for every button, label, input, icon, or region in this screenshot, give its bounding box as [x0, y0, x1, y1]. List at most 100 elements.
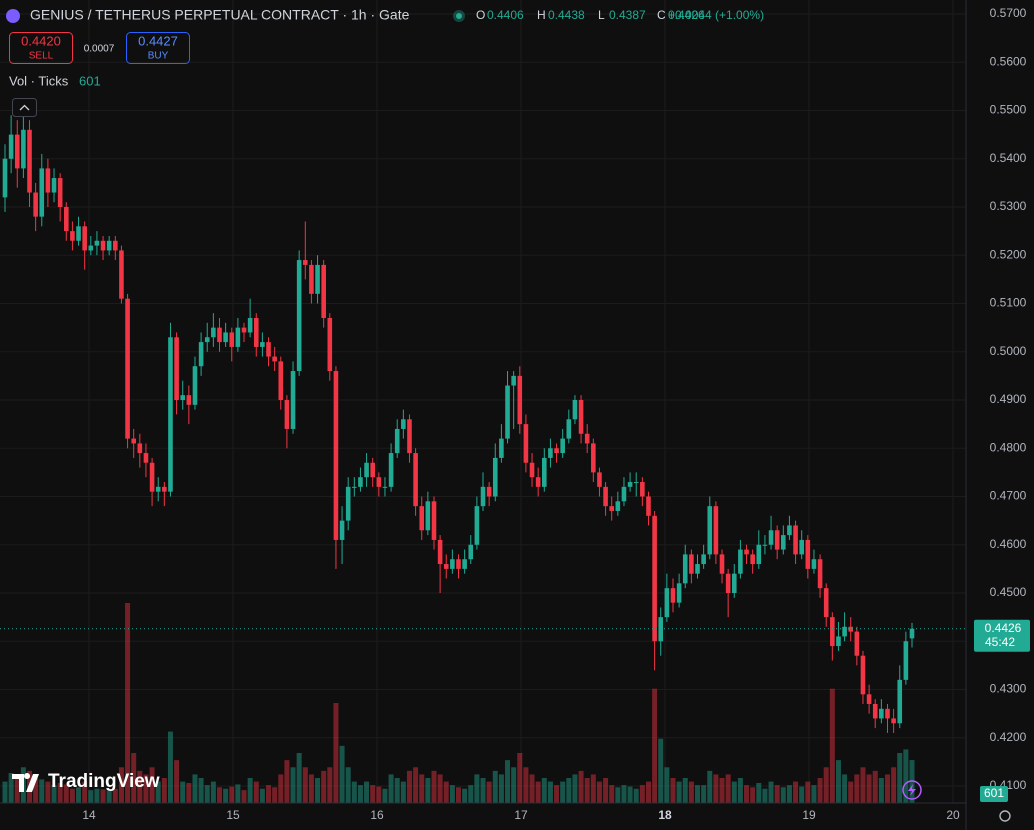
candle-body	[162, 486, 167, 492]
collapse-button[interactable]	[12, 98, 37, 117]
candle-body	[572, 400, 578, 420]
volume-bar	[584, 778, 590, 803]
countdown: 45:42	[985, 635, 1015, 649]
volume-bar	[149, 767, 155, 803]
candle-body	[333, 371, 339, 540]
volume-bar	[321, 770, 327, 803]
volume-bar	[370, 785, 376, 803]
candle-body	[302, 260, 308, 265]
candle-body	[204, 337, 210, 343]
y-tick-label: 0.4700	[990, 489, 1027, 503]
volume-bar	[284, 760, 290, 803]
lightning-button[interactable]	[902, 780, 922, 800]
volume-label: Vol · Ticks	[9, 73, 69, 88]
price-label: 0.4426	[985, 621, 1022, 635]
volume-bar	[106, 790, 112, 803]
x-tick-label: 18	[658, 808, 672, 822]
ohlc-value: 0.4406	[487, 8, 524, 22]
volume-bar	[725, 774, 731, 803]
candle-body	[578, 400, 584, 434]
volume-bar	[590, 774, 596, 803]
candle-body	[88, 245, 94, 251]
candle-body	[689, 554, 694, 574]
candle-body	[744, 549, 749, 555]
volume-bar	[266, 785, 272, 803]
volume-label-box	[980, 786, 1008, 802]
volume-bar	[437, 774, 443, 803]
volume-bar	[315, 778, 321, 803]
volume-bar	[462, 788, 468, 803]
volume-bar	[253, 781, 259, 803]
volume-bar	[155, 781, 161, 803]
x-tick-label: 16	[370, 808, 384, 822]
buy-button[interactable]	[126, 32, 190, 64]
y-tick-label: 0.4200	[990, 730, 1027, 744]
candle-body	[27, 129, 32, 193]
volume-bar	[707, 770, 713, 803]
candle-body	[272, 356, 277, 362]
volume-bar	[198, 778, 204, 803]
candle-body	[419, 506, 425, 531]
volume-bar	[492, 770, 498, 803]
volume-bar	[302, 767, 308, 803]
symbol-icon	[6, 9, 20, 23]
candle-body	[511, 375, 516, 386]
y-tick-label: 0.5700	[990, 6, 1027, 20]
candle-body	[707, 506, 713, 555]
candle-body	[425, 501, 431, 531]
candle-body	[119, 250, 124, 299]
candle-body	[155, 486, 161, 492]
candle-body	[51, 178, 57, 193]
sell-price: 0.4420	[21, 33, 61, 48]
ohlc-label: H	[537, 8, 546, 22]
candle-body	[646, 496, 651, 516]
candle-body	[897, 679, 903, 724]
candle-body	[174, 337, 179, 400]
volume-bar	[204, 785, 210, 803]
volume-bar	[308, 774, 314, 803]
candle-body	[609, 506, 615, 511]
volume-bar	[817, 778, 823, 803]
candle-body	[382, 486, 388, 488]
candle-body	[523, 424, 529, 463]
volume-bar	[39, 779, 45, 803]
volume-bar	[345, 767, 351, 803]
volume-bar	[713, 774, 719, 803]
candle-body	[781, 535, 786, 550]
volume-bar	[511, 767, 517, 803]
volume-bar	[566, 778, 572, 803]
candle-body	[584, 433, 590, 444]
settings-button[interactable]	[999, 810, 1011, 822]
volume-bar	[529, 774, 535, 803]
candle-body	[211, 327, 216, 338]
candle-body	[217, 327, 222, 343]
candle-body	[499, 438, 504, 458]
candle-body	[364, 462, 369, 478]
y-tick-label: 0.5500	[990, 103, 1027, 117]
volume-bar	[88, 790, 94, 803]
candle-body	[597, 472, 602, 487]
candle-body	[413, 453, 418, 507]
volume-bar	[8, 773, 14, 803]
candle-body	[149, 462, 155, 492]
lightning-icon	[908, 784, 916, 796]
candle-body	[94, 240, 100, 246]
candle-body	[241, 327, 247, 333]
volume-bar	[413, 767, 419, 803]
volume-bar	[658, 738, 664, 803]
volume-bar	[884, 774, 890, 803]
volume-bar	[192, 774, 198, 803]
volume-bar	[69, 788, 75, 803]
candle-body	[554, 448, 559, 454]
candle-body	[799, 539, 804, 555]
candle-body	[682, 554, 688, 584]
volume-bar	[406, 770, 412, 803]
volume-bar	[615, 787, 621, 803]
volume-bar	[118, 767, 124, 803]
candle-body	[756, 544, 762, 565]
sell-button[interactable]	[9, 32, 73, 64]
volume-bar	[664, 767, 670, 803]
volume-bar	[633, 788, 639, 803]
